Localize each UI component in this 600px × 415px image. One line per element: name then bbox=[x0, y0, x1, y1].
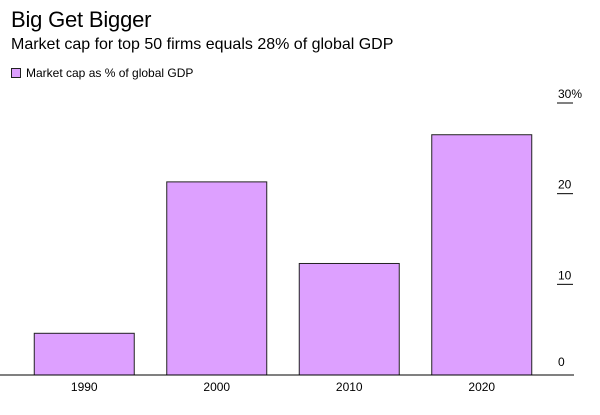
bar-1990 bbox=[33, 332, 135, 376]
bar-2010 bbox=[298, 262, 400, 376]
bar-2000 bbox=[166, 181, 268, 376]
bars-group bbox=[33, 134, 533, 376]
x-tick-label: 2020 bbox=[468, 380, 495, 394]
x-tick-label: 2010 bbox=[336, 380, 363, 394]
legend: Market cap as % of global GDP bbox=[11, 66, 193, 80]
x-tick-label: 2000 bbox=[203, 380, 230, 394]
y-tick-label: 0 bbox=[558, 355, 565, 369]
legend-swatch bbox=[11, 68, 21, 78]
y-tick-label: 30% bbox=[558, 87, 582, 101]
chart-subtitle: Market cap for top 50 firms equals 28% o… bbox=[11, 36, 394, 53]
x-axis: 1990 2000 2010 2020 bbox=[71, 380, 496, 394]
x-tick-label: 1990 bbox=[71, 380, 98, 394]
y-tick-label: 20 bbox=[558, 178, 572, 192]
legend-label: Market cap as % of global GDP bbox=[26, 66, 194, 80]
y-axis: 0 10 20 30% bbox=[557, 87, 582, 369]
chart-title: Big Get Bigger bbox=[11, 7, 152, 32]
y-tick-label: 10 bbox=[558, 268, 572, 282]
bar-2020 bbox=[431, 134, 533, 376]
